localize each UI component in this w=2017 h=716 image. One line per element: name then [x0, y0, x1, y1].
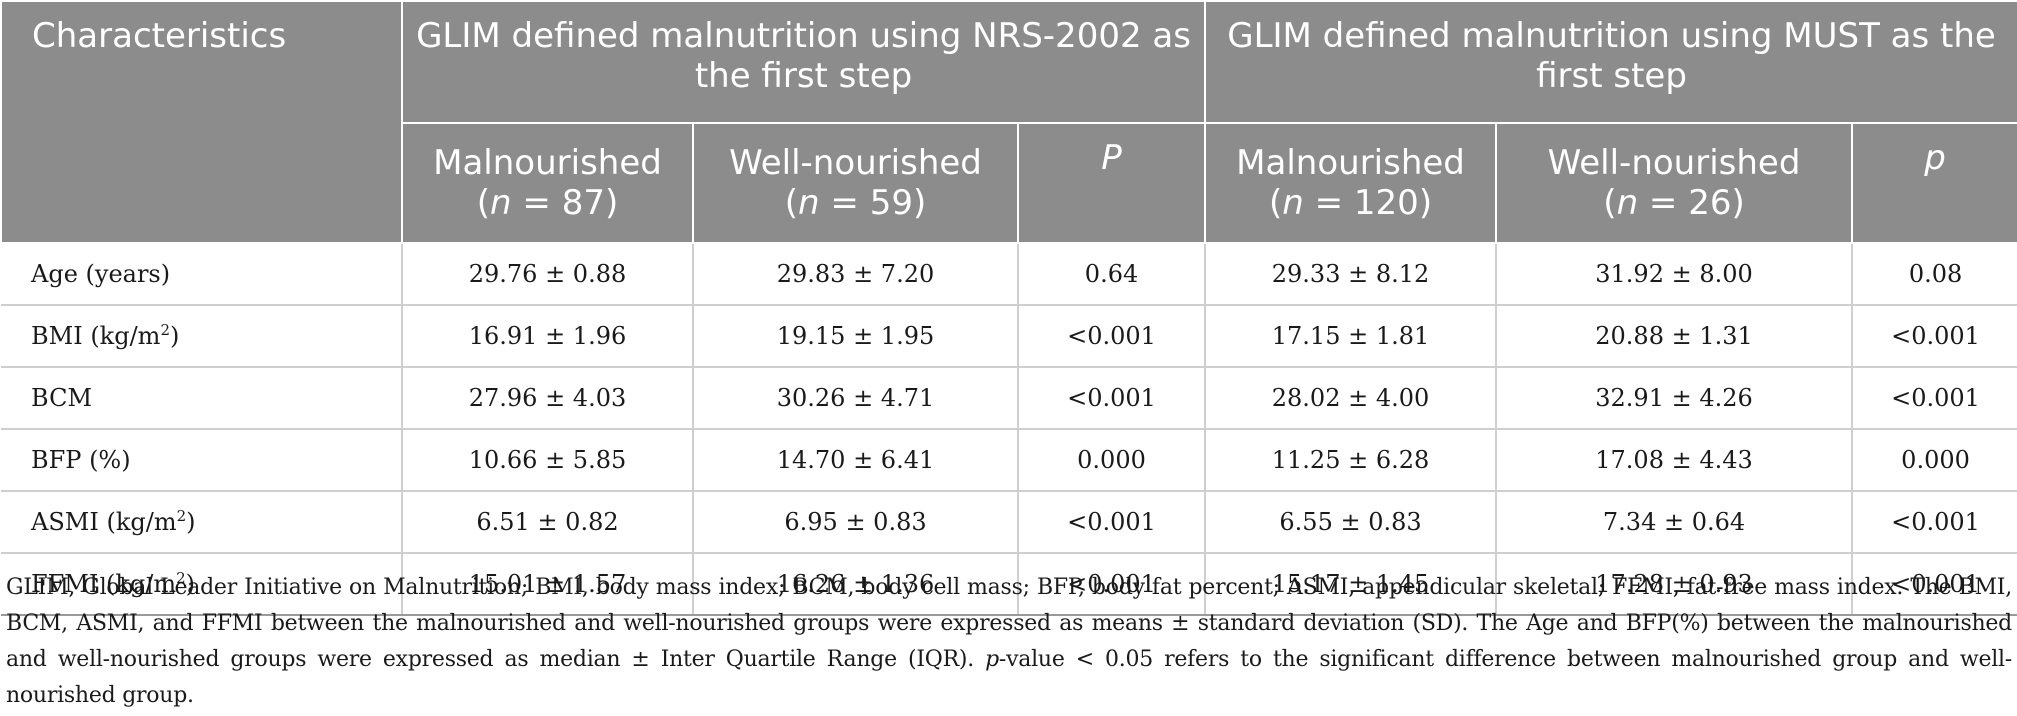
row-label: FFMI (kg/m2): [1, 553, 403, 616]
header-must-malnourished-n: 120: [1353, 183, 1419, 223]
cell-must-well-nourished: 17.28 ± 0.93: [1496, 553, 1854, 616]
header-must-well-label: Well-nourished: [1547, 143, 1801, 183]
cell-must-p: 0.000: [1852, 429, 2017, 492]
row-label-sup: 2: [160, 321, 170, 339]
header-nrs-p: P: [1016, 122, 1207, 244]
header-nrs-well-nourished: Well-nourished (n = 59): [692, 122, 1019, 244]
cell-must-malnourished: 17.15 ± 1.81: [1205, 305, 1498, 368]
cell-nrs-malnourished: 6.51 ± 0.82: [402, 491, 694, 554]
row-label-sup: 2: [176, 569, 186, 587]
header-row-subgroups: Malnourished (n = 87) Well-nourished (n = …: [1, 122, 2017, 244]
row-label-text: Age (years): [31, 260, 171, 288]
row-label-text: BFP (%): [31, 446, 131, 474]
cell-nrs-p: 0.000: [1018, 429, 1207, 492]
header-nrs-malnourished: Malnourished (n = 87): [401, 122, 694, 244]
cell-nrs-well-nourished: 6.95 ± 0.83: [693, 491, 1019, 554]
cell-must-well-nourished: 17.08 ± 4.43: [1496, 429, 1854, 492]
row-label: BFP (%): [1, 429, 403, 492]
header-n-symbol: n: [798, 183, 820, 223]
cell-must-malnourished: 28.02 ± 4.00: [1205, 367, 1498, 430]
header-row-groups: Characteristics GLIM defined malnutritio…: [0, 0, 2017, 244]
header-n-equals: =: [511, 183, 562, 223]
table-footnote: GLIM, Global Leader Initiative on Malnut…: [6, 570, 2012, 714]
footnote-main: GLIM, Global Leader Initiative on Malnut…: [6, 575, 2012, 672]
row-label-close: ): [169, 322, 180, 350]
header-n-equals: =: [1303, 183, 1354, 223]
cell-nrs-p: <0.001: [1018, 367, 1207, 430]
header-group-nrs: GLIM defined malnutrition using NRS-2002…: [400, 0, 1207, 124]
row-label-text: ASMI (kg/m: [31, 508, 177, 536]
cell-must-well-nourished: 32.91 ± 4.26: [1496, 367, 1854, 430]
cell-must-malnourished: 15.17 ± 1.45: [1205, 553, 1498, 616]
cell-must-well-nourished: 20.88 ± 1.31: [1496, 305, 1854, 368]
cell-nrs-p: 0.64: [1018, 243, 1207, 306]
cell-must-well-nourished: 7.34 ± 0.64: [1496, 491, 1854, 554]
footnote-p-symbol: p: [985, 647, 999, 672]
header-nrs-well-label: Well-nourished: [729, 143, 982, 183]
header-n-symbol: n: [1616, 183, 1639, 223]
cell-must-p: <0.001: [1852, 305, 2017, 368]
table-row-age: Age (years) 29.76 ± 0.88 29.83 ± 7.20 0.…: [1, 243, 2017, 306]
row-label-text: FFMI (kg/m: [31, 570, 177, 598]
row-label: BCM: [1, 367, 403, 430]
row-label: ASMI (kg/m2): [1, 491, 403, 554]
table-row-bfp: BFP (%) 10.66 ± 5.85 14.70 ± 6.41 0.000 …: [1, 429, 2017, 492]
cell-must-p: <0.001: [1852, 491, 2017, 554]
header-must-p: p: [1851, 122, 2017, 244]
cell-must-malnourished: 29.33 ± 8.12: [1205, 243, 1498, 306]
cell-nrs-malnourished: 10.66 ± 5.85: [402, 429, 694, 492]
cell-must-well-nourished: 31.92 ± 8.00: [1496, 243, 1854, 306]
table-row-bmi: BMI (kg/m2) 16.91 ± 1.96 19.15 ± 1.95 <0…: [1, 305, 2017, 368]
cell-must-p: <0.001: [1852, 553, 2017, 616]
row-label-text: BMI (kg/m: [31, 322, 161, 350]
header-nrs-malnourished-n: 87: [561, 183, 605, 223]
row-label: Age (years): [1, 243, 403, 306]
cell-must-p: <0.001: [1852, 367, 2017, 430]
row-label: BMI (kg/m2): [1, 305, 403, 368]
row-label-text: BCM: [31, 384, 93, 412]
row-label-sup: 2: [176, 507, 187, 525]
header-must-malnourished-label: Malnourished: [1236, 143, 1465, 183]
cell-must-p: 0.08: [1852, 243, 2017, 306]
cell-nrs-p: <0.001: [1018, 553, 1207, 616]
table-row-bcm: BCM 27.96 ± 4.03 30.26 ± 4.71 <0.001 28.…: [1, 367, 2017, 430]
header-nrs-malnourished-label: Malnourished: [433, 143, 662, 183]
cell-nrs-malnourished: 15.01 ± 1.57: [402, 553, 694, 616]
cell-nrs-well-nourished: 14.70 ± 6.41: [693, 429, 1019, 492]
header-must-well-n: 26: [1688, 183, 1732, 223]
cell-nrs-malnourished: 16.91 ± 1.96: [402, 305, 694, 368]
header-n-equals: =: [819, 183, 870, 223]
footnote-tail: -value < 0.05 refers to the significant …: [6, 647, 2012, 708]
header-n-symbol: n: [1282, 183, 1304, 223]
table-row-ffmi: FFMI (kg/m2) 15.01 ± 1.57 16.26 ± 1.36 <…: [1, 553, 2017, 616]
cell-nrs-well-nourished: 30.26 ± 4.71: [693, 367, 1019, 430]
cell-must-malnourished: 6.55 ± 0.83: [1205, 491, 1498, 554]
cell-nrs-well-nourished: 29.83 ± 7.20: [693, 243, 1019, 306]
header-group-must: GLIM defined malnutrition using MUST as …: [1204, 0, 2017, 124]
header-n-symbol: n: [490, 183, 512, 223]
header-nrs-well-n: 59: [869, 183, 913, 223]
header-must-well-nourished: Well-nourished (n = 26): [1495, 122, 1854, 244]
cell-nrs-well-nourished: 19.15 ± 1.95: [693, 305, 1019, 368]
cell-nrs-malnourished: 29.76 ± 0.88: [402, 243, 694, 306]
cell-nrs-malnourished: 27.96 ± 4.03: [402, 367, 694, 430]
header-n-equals: =: [1638, 183, 1689, 223]
header-characteristics: Characteristics: [0, 0, 403, 244]
cell-nrs-well-nourished: 16.26 ± 1.36: [693, 553, 1019, 616]
table-row-asmi: ASMI (kg/m2) 6.51 ± 0.82 6.95 ± 0.83 <0.…: [1, 491, 2017, 554]
row-label-close: ): [185, 570, 196, 598]
header-must-malnourished: Malnourished (n = 120): [1204, 122, 1498, 244]
characteristics-table: Characteristics GLIM defined malnutritio…: [0, 0, 2017, 616]
cell-nrs-p: <0.001: [1018, 491, 1207, 554]
cell-must-malnourished: 11.25 ± 6.28: [1205, 429, 1498, 492]
cell-nrs-p: <0.001: [1018, 305, 1207, 368]
row-label-close: ): [186, 508, 196, 536]
